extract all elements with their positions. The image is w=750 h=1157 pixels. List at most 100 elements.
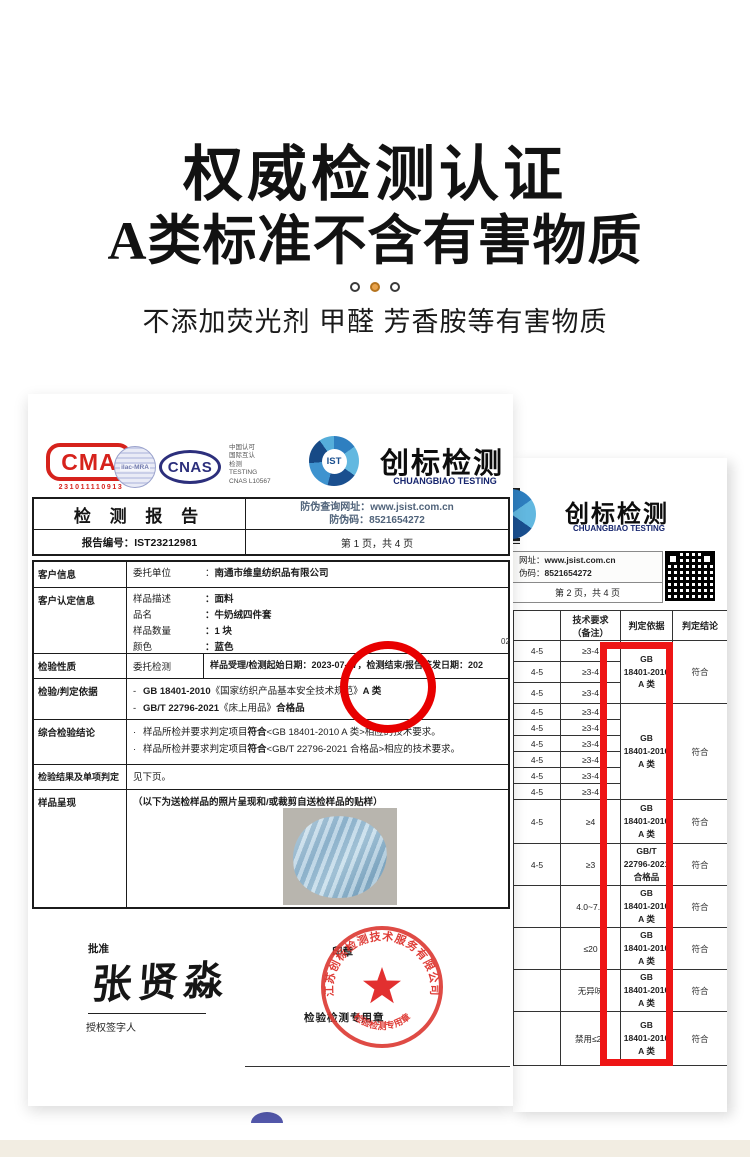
conclusion-cell: 符合 [672, 703, 727, 800]
bullet: · [133, 727, 137, 738]
basis-item: - GB/T 22796-2021 《床上用品》 合格品 [133, 700, 504, 717]
standard-grade: 合格品 [276, 703, 305, 714]
dot-icon [390, 281, 400, 292]
report-number: 报告编号：IST23212981 [34, 530, 246, 554]
result-cell: 4-5 [513, 719, 561, 736]
stamp-overlay-text: 检验检测专用章 [304, 1012, 385, 1024]
col-conclusion-header: 判定结论 [672, 610, 727, 641]
field-value: 南通市维皇纺织品有限公司 [214, 568, 329, 579]
basis-cell: GB 18401-2010 A 类 [620, 885, 673, 928]
row-label: 客户信息 [34, 562, 127, 587]
conclusion-cell: 符合 [672, 885, 727, 928]
report-info-table: 客户信息 委托单位 ： 南通市维皇纺织品有限公司 客户认定信息 样品描述 ：面料 … [32, 560, 510, 909]
result-cell [513, 885, 561, 928]
ilac-mra-text: ilac-MRA [120, 463, 150, 471]
result-cell: 4-5 [513, 640, 561, 662]
table-row: 客户认定信息 样品描述 ：面料 品名 ：牛奶绒四件套 样品数量 ：1 块 颜色 ：蓝色 [34, 587, 508, 653]
anti-fake-info: 网址：www.jsist.com.cn 伪码：8521654272 [513, 551, 663, 583]
highlight-box [600, 642, 673, 1066]
test-report-page1: CMA 231011110913 ilac-MRA CNAS 中国认可 国际互认… [28, 394, 513, 1106]
dot-icon [350, 281, 360, 292]
approve-label: 批准 [88, 943, 109, 955]
row-label: 综合检验结论 [34, 720, 127, 764]
bottom-rule [245, 1066, 510, 1067]
col-result-header [513, 610, 561, 641]
col-basis-header: 判定依据 [620, 610, 673, 641]
page-number: 第 1 页，共 4 页 [340, 538, 414, 550]
sample-photo [283, 808, 397, 905]
cma-logo-text: CMA [61, 448, 117, 475]
standard-name: 《床上用品》 [219, 703, 277, 714]
basis-cell: GB 18401-2010 A 类 [620, 703, 673, 800]
cnas-text: CNAS [167, 458, 213, 476]
result-cell: 4-5 [513, 682, 561, 704]
field-key: 品名 [133, 610, 153, 621]
page-title: 权威检测认证 [183, 142, 567, 208]
field-key: 样品描述 [133, 594, 172, 605]
field-key: 委托单位 [133, 568, 172, 579]
row-label: 样品呈现 [34, 790, 127, 907]
standard-number: GB/T 22796-2021 [143, 703, 220, 714]
code-value: 8521654272 [544, 568, 592, 578]
col-requirement-header: 技术要求 （备注） [560, 610, 621, 641]
field-colon: ： [205, 568, 215, 579]
cnas-logo: CNAS [159, 450, 221, 484]
result-cell: 4-5 [513, 799, 561, 844]
dots-separator [0, 278, 750, 296]
url-value: www.jsist.com.cn [544, 555, 616, 565]
page-subtitle-line: A类标准不含有害物质 [107, 211, 643, 271]
result-cell: 4-5 [513, 735, 561, 752]
cnas-accreditation-text: 中国认可 国际互认 检测 TESTING CNAS L10567 [229, 444, 271, 485]
anti-fake-info: 防伪查询网址：www.jsist.com.cn 防伪码：8521654272 [246, 499, 508, 530]
table-row: 检验结果及单项判定 见下页。 [34, 764, 508, 789]
row-content: 委托单位 ： 南通市维皇纺织品有限公司 [127, 562, 508, 587]
table-row: 4-5 ≥3-4 GB 18401-2010 A 类 符合 [513, 703, 727, 800]
footer-band [0, 1140, 750, 1157]
lab-brand-name: 创标检测 [380, 448, 505, 480]
svg-text:检验检测专用章: 检验检测专用章 [352, 1011, 412, 1031]
field-value: ：牛奶绒四件套 [205, 610, 272, 621]
lab-brand-name: 创标检测 [565, 501, 669, 528]
result-cell: 4-5 [513, 843, 561, 886]
result-cell [513, 969, 561, 1012]
ilac-mra-logo: ilac-MRA [114, 446, 156, 488]
row-label: 客户认定信息 [34, 588, 127, 653]
test-report-page2: 创标检测 创标检测 CHUANGBIAO TESTING 网址：www.jsis… [513, 458, 727, 1112]
result-cell [513, 927, 561, 970]
ist-logo: IST [309, 436, 359, 486]
field-value: ：面料 [205, 594, 234, 605]
conclusion-pre: 样品所检并要求判定项目 [143, 744, 248, 755]
row-content: 见下页。 [133, 772, 172, 783]
next-section-logo-peek [251, 1112, 283, 1123]
clipped-text-fragment: 02 [501, 637, 510, 646]
conclusion-item: · 样品所检并要求判定项目 符合 <GB 18401-2010 A 类>相应的技… [133, 724, 504, 741]
result-cell: 4-5 [513, 783, 561, 800]
result-cell: 4-5 [513, 703, 561, 720]
row-label: 检验结果及单项判定 [34, 765, 127, 789]
basis-cell: GB 18401-2010 A 类 [620, 969, 673, 1012]
conclusion-pre: 样品所检并要求判定项目 [143, 727, 248, 738]
lab-brand-name-en: CHUANGBIAO TESTING [393, 476, 497, 486]
test-type: 委托检测 [127, 654, 204, 678]
conclusion-item: · 样品所检并要求判定项目 符合 <GB/T 22796-2021 合格品>相应… [133, 741, 504, 758]
table-row: 禁用≤20 GB 18401-2010 A 类 符合 [513, 1011, 727, 1066]
stamp-star-icon [363, 967, 401, 1004]
table-row: 4-5 ≥3 GB/T 22796-2021 合格品 符合 [513, 843, 727, 886]
req-cell: ≤20 [560, 927, 621, 970]
report-title: 检 测 报 告 [34, 499, 246, 530]
standard-number: GB 18401-2010 [143, 686, 211, 697]
result-cell [513, 1011, 561, 1066]
table-row: 客户信息 委托单位 ： 南通市维皇纺织品有限公司 [34, 562, 508, 587]
table-row: 样品呈现 （以下为送检样品的照片呈现和/或裁剪自送检样品的贴样） [34, 789, 508, 907]
lab-brand-name-en: CHUANGBIAO TESTING [573, 524, 665, 533]
ist-logo-text: IST [321, 448, 347, 474]
report-header-table: 检 测 报 告 防伪查询网址：www.jsist.com.cn 防伪码：8521… [32, 497, 510, 556]
table-row: 无异味 GB 18401-2010 A 类 符合 [513, 969, 727, 1012]
standard-name: 《国家纺织产品基本安全技术规范》 [210, 686, 363, 697]
conclusion-cell: 符合 [672, 799, 727, 844]
signer-label: 授权签字人 [86, 1023, 136, 1034]
table-row: 4.0~7.5 GB 18401-2010 A 类 符合 [513, 885, 727, 928]
conclusion-cell: 符合 [672, 640, 727, 704]
page-number: 第 2 页，共 4 页 [513, 582, 663, 603]
